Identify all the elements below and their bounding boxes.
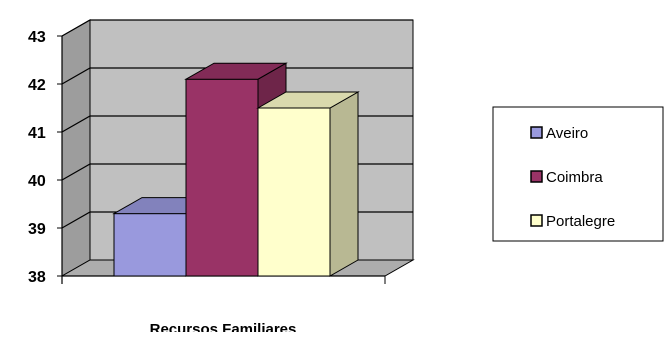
chart-side-wall: [61, 19, 91, 277]
gridline: [61, 19, 413, 37]
legend-swatch-portalegre: [530, 214, 543, 227]
bar-coimbra-front: [185, 78, 259, 277]
y-tick-label: 39: [28, 221, 46, 238]
x-axis-label: Recursos Familiares: [150, 321, 297, 332]
legend-label-aveiro: Aveiro: [546, 125, 588, 142]
legend-label-coimbra: Coimbra: [546, 169, 603, 186]
bar-portalegre-top: [256, 91, 360, 109]
legend-label-portalegre: Portalegre: [546, 213, 615, 230]
y-tick-label: 38: [28, 269, 46, 286]
y-tick-label: 43: [28, 29, 46, 46]
gridline: [61, 67, 413, 85]
bar-aveiro-front: [113, 213, 187, 277]
y-tick-label: 41: [28, 125, 46, 142]
legend-swatch-aveiro: [530, 126, 543, 139]
legend-swatch-coimbra: [530, 170, 543, 183]
bar-portalegre-front: [257, 107, 331, 277]
bar-portalegre-side: [329, 91, 359, 277]
legend-box: [492, 106, 664, 242]
bar-coimbra-top: [184, 62, 288, 80]
y-tick-label: 40: [28, 173, 46, 190]
y-tick-label: 42: [28, 77, 46, 94]
